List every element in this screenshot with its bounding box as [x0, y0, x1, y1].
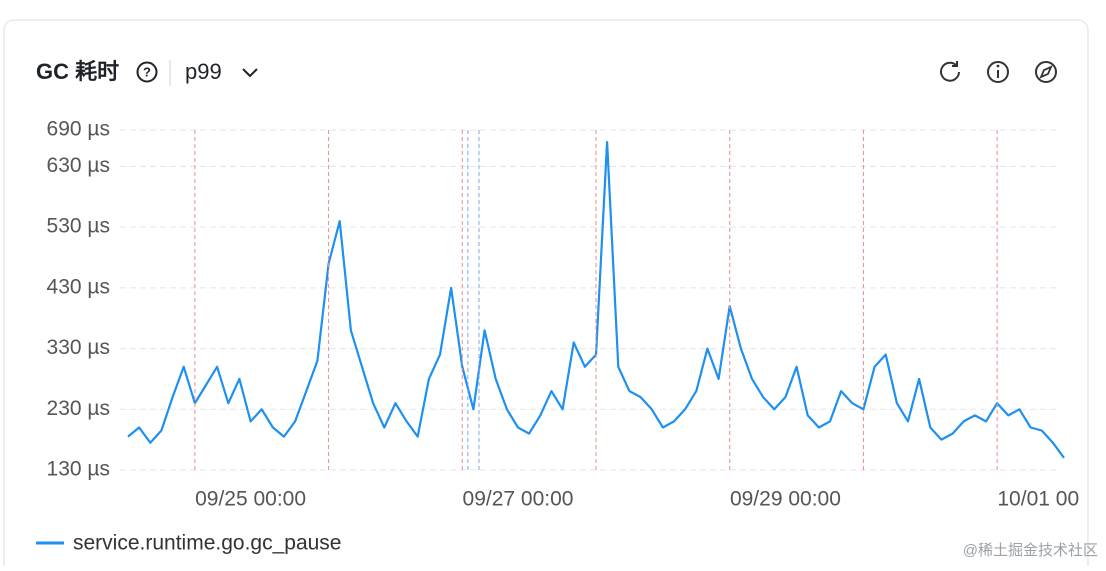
y-tick-label: 630 µs	[47, 154, 110, 177]
y-tick-label: 330 µs	[47, 336, 110, 359]
plot-clip: 09/25 00:00 09/27 00:00 09/29 00:00 10/01 0…	[127, 141, 1106, 511]
explore-icon[interactable]	[1035, 61, 1057, 83]
x-tick-label: 09/29 00:00	[730, 488, 841, 511]
legend-label[interactable]: service.runtime.go.gc_pause	[73, 532, 341, 555]
y-tick-label: 430 µs	[47, 275, 110, 298]
plot: 130 µs 230 µs 330 µs 430 µs 530 µs 630 µs 690 …	[47, 118, 1106, 511]
percentile-select[interactable]: p99	[185, 59, 222, 84]
info-icon[interactable]	[987, 61, 1009, 83]
card-border	[3, 19, 1089, 571]
y-tick-label: 230 µs	[47, 397, 110, 420]
x-tick-label: 10/01 00:00	[997, 488, 1106, 511]
y-tick-label: 690 µs	[47, 118, 110, 141]
watermark: @稀土掘金技术社区	[963, 542, 1098, 559]
refresh-icon[interactable]	[940, 61, 960, 82]
x-tick-label: 09/25 00:00	[195, 488, 306, 511]
x-tick-label: 09/27 00:00	[463, 488, 574, 511]
svg-text:?: ?	[143, 64, 151, 79]
help-icon[interactable]: ?	[136, 61, 158, 83]
y-tick-label: 530 µs	[47, 215, 110, 238]
y-tick-label: 130 µs	[47, 458, 110, 481]
dropdown-chevron[interactable]	[242, 68, 258, 78]
panel-title: GC 耗时	[36, 59, 119, 84]
